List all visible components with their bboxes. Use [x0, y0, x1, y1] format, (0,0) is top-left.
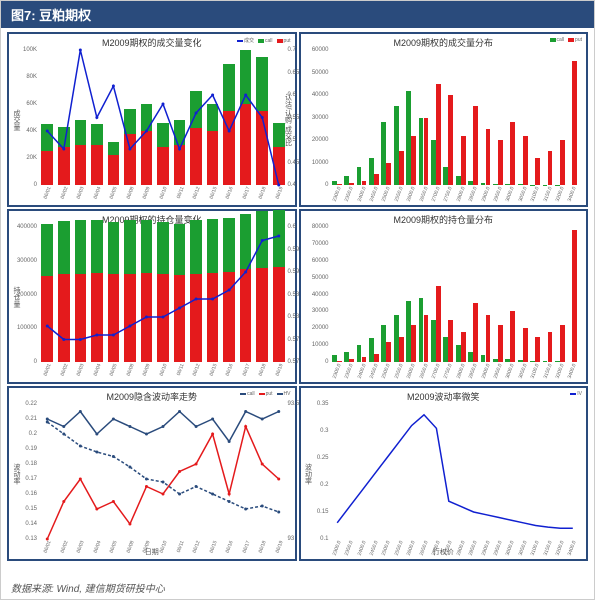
panel-1-chart: 020K40K60K80K100K0.40.450.50.550.60.650.…: [39, 50, 287, 185]
panel-grid: M2009期权的成交量变化020K40K60K80K100K0.40.450.5…: [1, 28, 594, 565]
panel-3: M2009期权的持仓量变化01000002000003000004000000.…: [7, 209, 297, 384]
panel-2-title: M2009期权的成交量分布: [301, 36, 587, 49]
panel-5-chart: 0.130.140.150.160.170.180.190.20.210.229…: [39, 404, 287, 539]
panel-6-chart: 0.10.150.20.250.30.352300.02350.02400.02…: [331, 404, 579, 539]
panel-4-chart: 0100002000030000400005000060000700008000…: [331, 227, 579, 362]
panel-2: M2009期权的成交量分布010000200003000040000500006…: [299, 32, 589, 207]
panel-6: M2009波动率微笑0.10.150.20.250.30.352300.0235…: [299, 386, 589, 561]
panel-1: M2009期权的成交量变化020K40K60K80K100K0.40.450.5…: [7, 32, 297, 207]
panel-4-title: M2009期权的持仓量分布: [301, 213, 587, 226]
panel-2-chart: 01000020000300004000050000600002300.0235…: [331, 50, 579, 185]
panel-4: M2009期权的持仓量分布010000200003000040000500006…: [299, 209, 589, 384]
figure-header: 图7: 豆粕期权: [1, 1, 594, 28]
figure-root: 图7: 豆粕期权 M2009期权的成交量变化020K40K60K80K100K0…: [0, 0, 595, 600]
panel-6-title: M2009波动率微笑: [301, 390, 587, 403]
footer-source: 数据来源: Wind, 建信期货研投中心: [11, 580, 165, 595]
panel-3-chart: 01000002000003000004000000.570.5750.580.…: [39, 227, 287, 362]
panel-5: M2009隐含波动率走势0.130.140.150.160.170.180.19…: [7, 386, 297, 561]
